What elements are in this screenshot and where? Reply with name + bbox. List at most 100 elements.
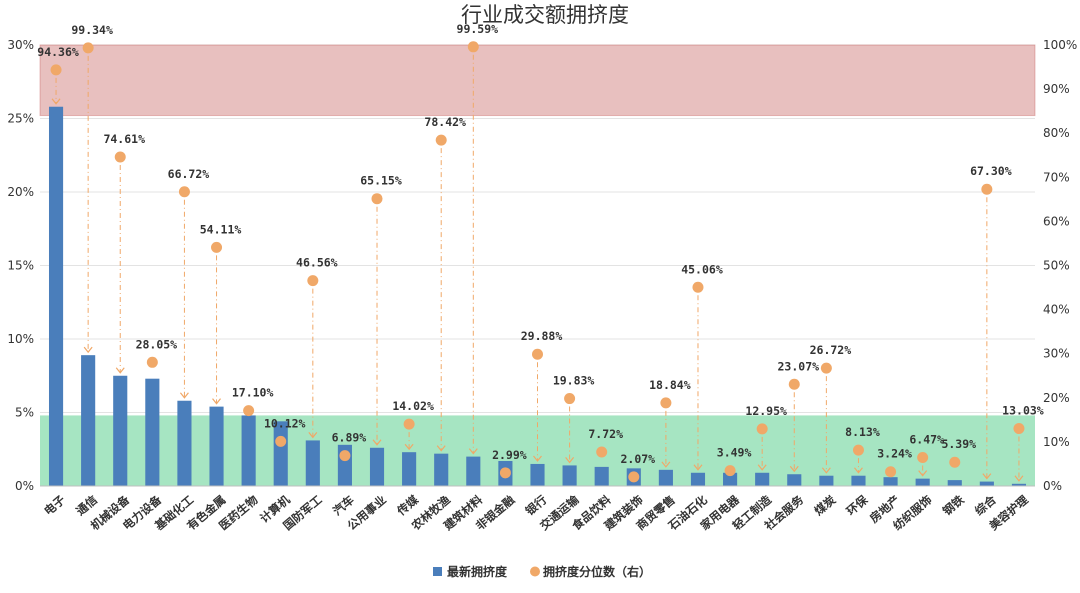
left-tick-label: 25% <box>7 112 34 126</box>
bar-农林牧渔 <box>434 453 449 486</box>
dot-公用事业 <box>371 193 383 205</box>
bar-有色金属 <box>209 406 224 486</box>
data-label: 26.72% <box>810 343 852 357</box>
chart-title: 行业成交额拥挤度 <box>461 3 629 27</box>
left-tick-label: 10% <box>7 332 34 346</box>
bar-商贸零售 <box>658 469 673 486</box>
bar-医药生物 <box>241 415 256 486</box>
dot-社会服务 <box>788 378 800 390</box>
right-tick-label: 50% <box>1043 259 1070 273</box>
dot-综合 <box>981 183 993 195</box>
data-label: 17.10% <box>232 386 274 400</box>
bar-轻工制造 <box>755 472 770 486</box>
right-axis: 0% 10% 20% 30% 40% 50% 60% 70% 80% 90% 100% <box>1043 38 1077 493</box>
legend-dot-label: 拥挤度分位数（右） <box>543 564 651 579</box>
arrow-head <box>308 432 318 439</box>
bar-综合 <box>979 481 994 486</box>
dot-电力设备 <box>146 356 158 368</box>
dot-房地产 <box>885 466 897 478</box>
arrow-head <box>661 461 671 468</box>
data-label: 5.39% <box>941 437 976 451</box>
data-label: 8.13% <box>845 425 880 439</box>
legend-bar-swatch <box>433 567 442 576</box>
dot-纺织服饰 <box>917 451 929 463</box>
arrow-head <box>918 470 928 477</box>
scatter-series <box>50 41 1025 483</box>
arrow-head <box>179 392 189 399</box>
right-tick-label: 100% <box>1043 38 1077 52</box>
data-label: 7.72% <box>588 427 623 441</box>
bar-社会服务 <box>787 474 802 486</box>
data-labels: 94.36% 99.34% 74.61% 28.05% 66.72% 54.11% 17.1… <box>37 22 1044 466</box>
dot-机械设备 <box>114 151 126 163</box>
data-label: 29.88% <box>521 329 563 343</box>
data-label: 23.07% <box>778 359 820 373</box>
data-label: 3.49% <box>717 446 752 460</box>
bar-series <box>48 106 1027 487</box>
dot-商贸零售 <box>660 397 672 409</box>
arrow-head <box>436 445 446 452</box>
dot-国防军工 <box>307 275 319 287</box>
dot-轻工制造 <box>756 423 768 435</box>
arrow-head <box>533 455 542 462</box>
dot-家用电器 <box>724 465 736 477</box>
dot-环保 <box>852 444 864 456</box>
left-tick-label: 0% <box>15 479 34 493</box>
data-label: 28.05% <box>136 337 178 351</box>
bar-国防军工 <box>305 440 320 486</box>
arrow-head <box>212 398 222 405</box>
category-label: 电子 <box>41 492 68 518</box>
right-tick-label: 80% <box>1043 126 1070 140</box>
data-label: 2.07% <box>620 452 655 466</box>
category-label: 钢铁 <box>940 492 967 518</box>
dot-医药生物 <box>243 405 255 417</box>
dot-基础化工 <box>178 186 190 198</box>
left-tick-label: 20% <box>7 185 34 199</box>
data-label: 19.83% <box>553 374 595 388</box>
category-label: 煤炭 <box>812 492 839 518</box>
bar-家用电器 <box>723 472 738 486</box>
bar-钢铁 <box>947 480 962 486</box>
bar-食品饮料 <box>594 466 609 486</box>
bar-基础化工 <box>177 400 192 486</box>
data-label: 66.72% <box>168 167 210 181</box>
dot-煤炭 <box>820 362 832 374</box>
data-label: 74.61% <box>103 132 145 146</box>
arrow-head <box>789 465 799 473</box>
dot-石油石化 <box>692 281 704 293</box>
data-label: 65.15% <box>360 174 402 188</box>
high-crowding-band <box>39 44 1036 117</box>
right-tick-label: 30% <box>1043 347 1070 361</box>
dot-汽车 <box>339 450 351 462</box>
dot-传媒 <box>403 418 415 430</box>
dot-计算机 <box>275 435 287 447</box>
data-label: 54.11% <box>200 222 242 236</box>
right-tick-label: 10% <box>1043 435 1070 449</box>
dot-非银金融 <box>499 467 511 479</box>
right-tick-label: 40% <box>1043 303 1070 317</box>
bar-计算机 <box>273 421 288 486</box>
bar-纺织服饰 <box>915 478 930 486</box>
right-tick-label: 20% <box>1043 391 1070 405</box>
left-tick-label: 5% <box>15 406 34 420</box>
dot-有色金属 <box>211 241 223 253</box>
bar-美容护理 <box>1011 483 1027 486</box>
dot-食品饮料 <box>596 446 608 458</box>
arrow-head <box>757 464 767 471</box>
data-label: 99.34% <box>71 23 113 37</box>
legend: 最新拥挤度 拥挤度分位数（右） <box>433 564 651 579</box>
dot-钢铁 <box>949 456 961 468</box>
bar-煤炭 <box>819 475 834 486</box>
arrow-head <box>565 457 575 464</box>
bar-交通运输 <box>562 465 577 486</box>
data-label: 6.89% <box>332 431 367 445</box>
bar-机械设备 <box>113 375 128 486</box>
arrow-head <box>468 448 478 455</box>
arrow-head <box>821 467 831 474</box>
data-label: 99.59% <box>457 22 499 36</box>
bar-通信 <box>81 355 96 486</box>
arrow-head <box>853 467 863 474</box>
right-tick-label: 60% <box>1043 214 1070 228</box>
arrow-head <box>1014 475 1024 482</box>
